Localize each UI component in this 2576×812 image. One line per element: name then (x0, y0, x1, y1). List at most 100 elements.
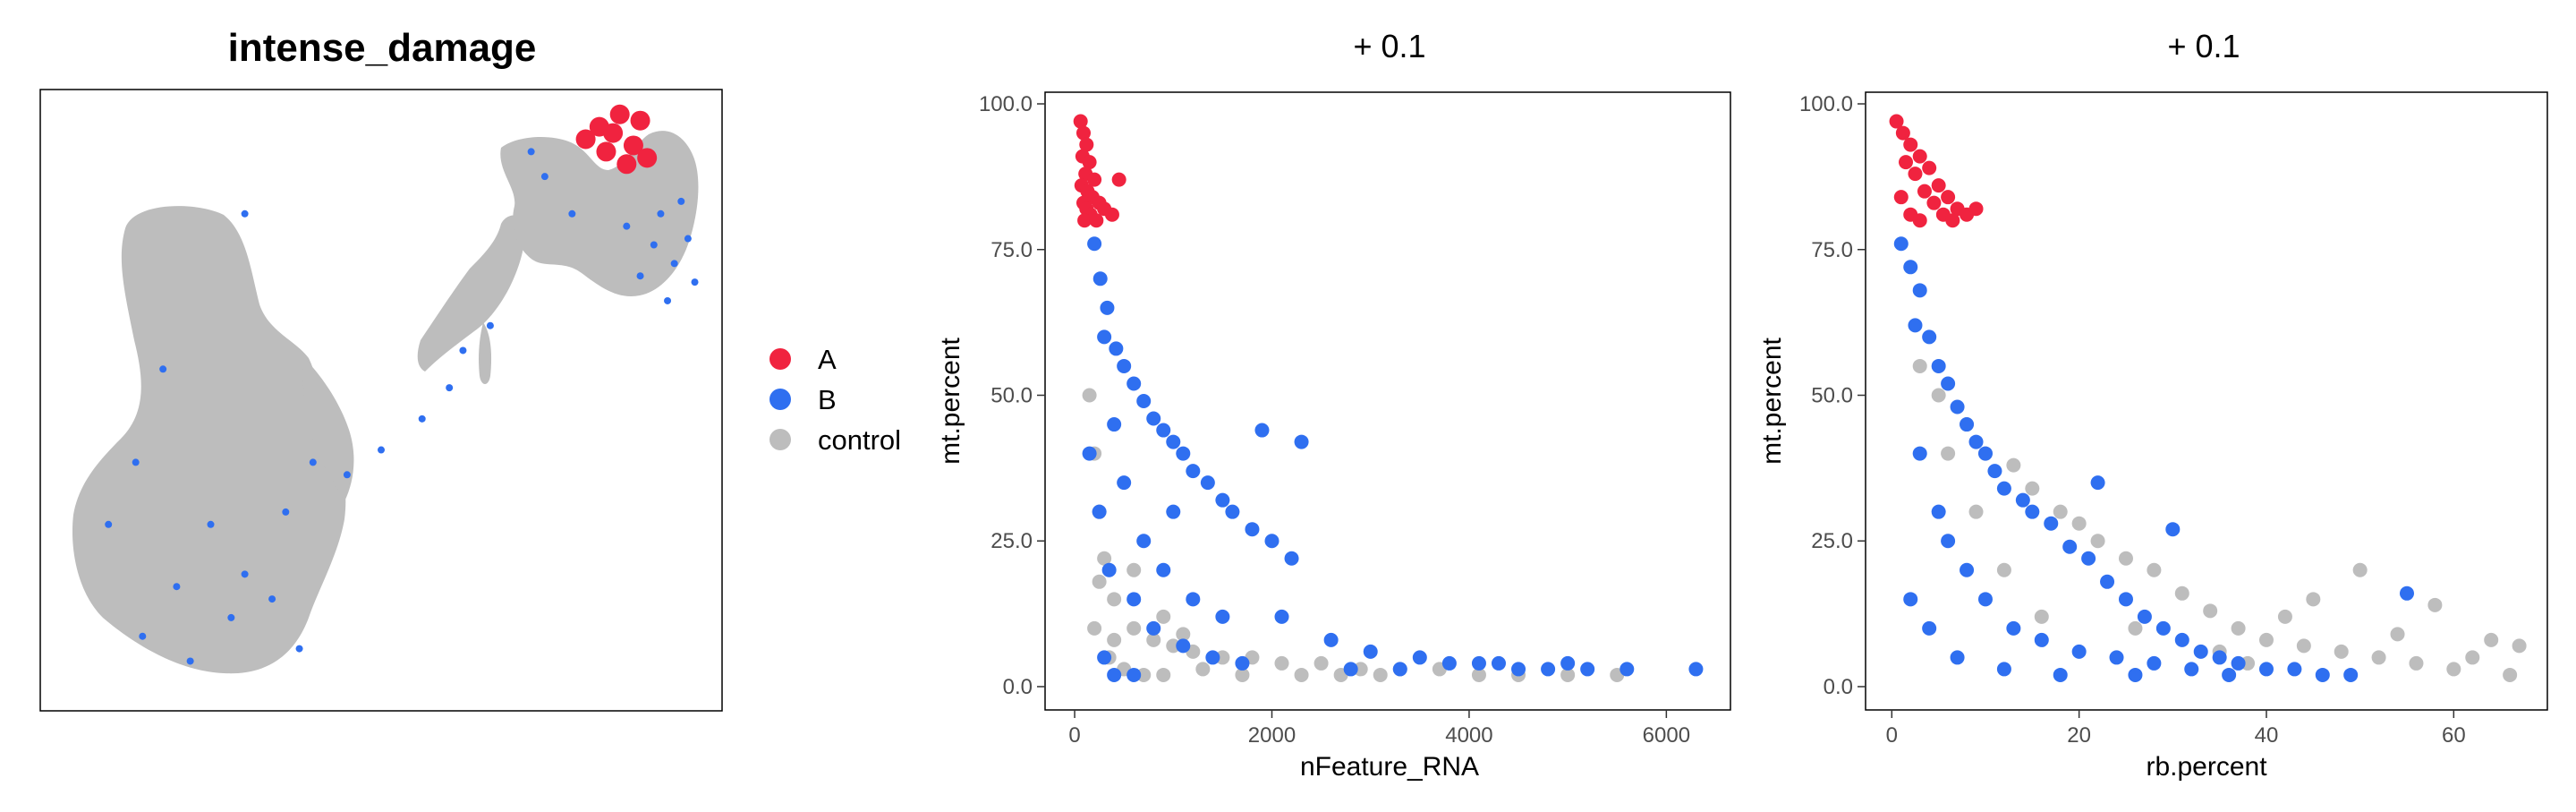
rb-point-b-16 (2062, 539, 2078, 554)
nfeature-point-b-46 (1126, 667, 1142, 682)
nfeature-point-control-29 (1373, 667, 1388, 682)
rb-point-control-7 (2071, 516, 2087, 531)
nfeature-point-control-16 (1471, 667, 1486, 682)
rb-point-a-18 (1968, 201, 1984, 217)
umap-point-b-21 (227, 613, 235, 621)
rb-point-control-26 (2465, 650, 2480, 665)
umap-point-b-13 (459, 346, 467, 355)
rb-point-control-16 (2334, 644, 2349, 659)
rb-point-control-14 (2258, 632, 2274, 647)
nfeature-point-control-32 (1176, 627, 1191, 642)
nfeature-points (1073, 114, 1704, 682)
rb-point-b-14 (2025, 504, 2040, 519)
rb-point-control-28 (2390, 627, 2405, 642)
legend-swatch-b (769, 389, 791, 410)
nfeature-point-b-5 (1117, 358, 1132, 373)
nfeature-point-control-23 (1136, 667, 1152, 682)
umap-control-main-blob (72, 206, 346, 674)
umap-point-b-18 (309, 458, 317, 466)
nfeature-point-b-25 (1274, 609, 1289, 624)
rb-point-control-13 (2231, 620, 2246, 636)
nfeature-point-b-28 (1412, 650, 1427, 665)
nfeature-point-a-16 (1077, 213, 1092, 228)
nfeature-y-tick-label-4: 100.0 (979, 92, 1033, 116)
rb-point-a-16 (1912, 213, 1927, 228)
nfeature-point-control-18 (1560, 667, 1576, 682)
nfeature-axes: 0 2000 4000 6000 0.0 25.0 50.0 75.0 100.0 (979, 92, 1690, 748)
umap-panel: intense_damage (39, 26, 723, 712)
umap-control-tail (302, 358, 354, 501)
nfeature-point-b-18 (1284, 551, 1299, 566)
rb-point-b-26 (2258, 662, 2274, 677)
nfeature-point-a-4 (1082, 155, 1097, 170)
legend-swatch-control (769, 429, 791, 450)
nfeature-point-control-5 (1126, 620, 1142, 636)
rb-point-b-24 (2212, 650, 2227, 665)
rb-point-a-7 (1931, 178, 1946, 193)
nfeature-point-b-16 (1245, 522, 1260, 537)
nfeature-point-b-33 (1580, 662, 1595, 677)
nfeature-point-b-27 (1363, 644, 1378, 659)
rb-point-b-45 (1950, 650, 1965, 665)
rb-point-control-18 (2409, 655, 2424, 671)
nfeature-point-b-41 (1176, 638, 1191, 654)
rb-point-b-49 (2165, 522, 2181, 537)
nfeature-point-b-40 (1146, 620, 1161, 636)
nfeature-point-a-2 (1079, 137, 1094, 152)
umap-point-a-8 (603, 123, 624, 143)
umap-title: intense_damage (228, 26, 537, 70)
rb-y-tick-label-1: 25.0 (1811, 529, 1853, 553)
rb-x-tick-label-1: 20 (2067, 723, 2091, 748)
rb-point-a-17 (1945, 213, 1960, 228)
umap-point-b-9 (568, 209, 576, 218)
rb-point-b-48 (2128, 667, 2143, 682)
nfeature-point-b-32 (1541, 662, 1556, 677)
umap-point-b-1 (670, 260, 678, 268)
rb-point-b-18 (2100, 574, 2115, 589)
nfeature-point-b-15 (1225, 504, 1240, 519)
nfeature-point-b-39 (1126, 592, 1142, 607)
rb-point-control-8 (2090, 534, 2105, 549)
nfeature-point-b-20 (1156, 562, 1171, 577)
nfeature-point-control-33 (1107, 632, 1122, 647)
rb-point-b-47 (2053, 667, 2068, 682)
nfeature-x-tick-label-0: 0 (1068, 723, 1080, 748)
rb-points (1889, 114, 2527, 682)
rb-point-control-0 (1912, 358, 1927, 373)
rb-frame (1865, 91, 2548, 711)
nfeature-point-b-4 (1109, 341, 1124, 356)
rb-point-b-8 (1960, 417, 1975, 432)
nfeature-point-b-13 (1200, 475, 1215, 491)
legend-item-control: control (769, 424, 901, 456)
rb-point-b-2 (1912, 283, 1927, 298)
rb-point-control-4 (2006, 457, 2021, 473)
rb-point-b-31 (1931, 504, 1946, 519)
rb-point-a-8 (1917, 184, 1932, 199)
nfeature-point-b-14 (1215, 492, 1230, 508)
rb-point-a-0 (1889, 114, 1904, 129)
umap-point-a-3 (596, 141, 616, 162)
nfeature-point-a-1 (1075, 125, 1091, 141)
legend-label-a: A (818, 344, 837, 375)
legend-item-b: B (769, 384, 837, 415)
nfeature-point-control-0 (1082, 388, 1097, 403)
rb-point-b-23 (2193, 644, 2208, 659)
umap-point-b-26 (207, 520, 215, 528)
umap-point-b-25 (186, 657, 194, 665)
rb-panel: + 0.1 0 20 40 60 0.0 25.0 50.0 75.0 100.0 rb.per… (1757, 28, 2548, 782)
rb-point-b-37 (2109, 650, 2124, 665)
rb-point-b-4 (1922, 329, 1937, 345)
rb-y-label: mt.percent (1757, 337, 1787, 464)
rb-point-control-1 (1931, 388, 1946, 403)
nfeature-point-control-20 (1087, 620, 1102, 636)
rb-point-b-20 (2137, 609, 2152, 624)
nfeature-x-tick-label-3: 6000 (1643, 723, 1690, 748)
rb-point-b-30 (2399, 585, 2414, 601)
nfeature-point-b-29 (1441, 655, 1457, 671)
nfeature-point-control-27 (1294, 667, 1309, 682)
nfeature-x-tick-label-2: 4000 (1445, 723, 1492, 748)
rb-point-control-20 (2484, 632, 2499, 647)
rb-point-a-1 (1895, 125, 1910, 141)
umap-point-b-4 (664, 296, 672, 304)
